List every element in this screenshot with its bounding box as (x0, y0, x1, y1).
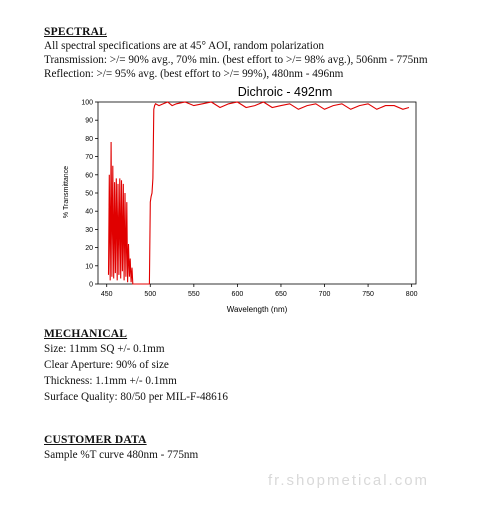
customer-data-sample: Sample %T curve 480nm - 775nm (44, 449, 199, 461)
x-tick-label: 800 (406, 291, 418, 298)
mechanical-heading: MECHANICAL (44, 328, 128, 340)
y-tick-label: 30 (85, 227, 93, 234)
x-tick-label: 750 (362, 291, 374, 298)
customer-data-heading: CUSTOMER DATA (44, 434, 147, 446)
y-tick-label: 60 (85, 172, 93, 179)
x-tick-label: 550 (188, 291, 200, 298)
x-tick-label: 500 (144, 291, 156, 298)
mechanical-size: Size: 11mm SQ +/- 0.1mm (44, 343, 165, 355)
spectral-line-reflection: Reflection: >/= 95% avg. (best effort to… (44, 68, 344, 80)
mechanical-clear-aperture: Clear Aperture: 90% of size (44, 359, 169, 371)
spectral-heading: SPECTRAL (44, 26, 107, 38)
chart-axes (97, 101, 417, 285)
y-tick-label: 70 (85, 154, 93, 161)
spectral-line-transmission: Transmission: >/= 90% avg., 70% min. (be… (44, 54, 428, 66)
y-tick-label: 90 (85, 118, 93, 125)
y-tick-label: 80 (85, 136, 93, 143)
x-tick-label: 450 (101, 291, 113, 298)
y-axis-label: % Transmittance (63, 166, 70, 218)
y-tick-label: 100 (81, 100, 93, 107)
x-tick-label: 700 (319, 291, 331, 298)
x-tick-label: 600 (232, 291, 244, 298)
y-tick-label: 10 (85, 263, 93, 270)
y-tick-label: 40 (85, 209, 93, 216)
y-tick-label: 50 (85, 191, 93, 198)
spectral-line-aoi: All spectral specifications are at 45° A… (44, 40, 325, 52)
mechanical-surface-quality: Surface Quality: 80/50 per MIL-F-48616 (44, 391, 228, 403)
y-tick-label: 20 (85, 245, 93, 252)
x-tick-label: 650 (275, 291, 287, 298)
chart-ticks: 0 10 20 30 40 50 60 70 80 90 100 450 500 550 600 650 700… (81, 100, 417, 299)
transmittance-curve (107, 101, 410, 285)
mechanical-thickness: Thickness: 1.1mm +/- 0.1mm (44, 375, 177, 387)
y-tick-label: 0 (89, 282, 93, 289)
plot-frame (97, 101, 417, 285)
x-axis-label: Wavelength (nm) (227, 305, 288, 314)
watermark: fr.shopmetical.com (268, 472, 430, 489)
chart-title: Dichroic - 492nm (238, 85, 332, 99)
